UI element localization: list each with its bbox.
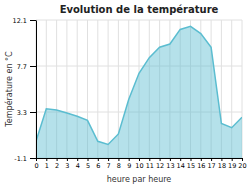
tick-mark — [149, 158, 150, 161]
tick-mark — [201, 158, 202, 161]
tick-mark — [30, 112, 36, 113]
tick: 3 — [65, 158, 69, 170]
tick-mark — [160, 158, 161, 161]
title: Evolution de la température — [60, 4, 219, 15]
tick-mark — [242, 158, 243, 161]
tick: 7.7 — [17, 63, 36, 71]
x-axis: 01234567891011121314151617181920 — [34, 158, 246, 170]
tick: 15 — [187, 158, 195, 170]
tick-label: 3.3 — [17, 109, 27, 117]
tick-label: 11 — [146, 162, 154, 170]
chart: 01234567891011121314151617181920-1.13.37… — [0, 0, 250, 188]
tick-label: -1.1 — [14, 155, 27, 163]
tick-label: 2 — [55, 162, 59, 170]
area — [36, 26, 242, 158]
tick: 7 — [107, 158, 111, 170]
tick-label: 7.7 — [17, 63, 27, 71]
tick-label: 0 — [34, 162, 38, 170]
tick-label: 6 — [96, 162, 100, 170]
tick-mark — [139, 158, 140, 161]
grid-line — [36, 20, 37, 158]
tick: 3.3 — [17, 109, 36, 117]
grid-line — [108, 20, 109, 158]
tick-label: 17 — [207, 162, 215, 170]
x-axis-title: heure par heure — [107, 175, 172, 184]
tick-label: 13 — [166, 162, 174, 170]
grid-line — [97, 20, 98, 158]
tick-mark — [118, 158, 119, 161]
tick-mark — [57, 158, 58, 161]
tick-label: 18 — [218, 162, 226, 170]
tick-mark — [221, 158, 222, 161]
tick: 14 — [177, 158, 185, 170]
tick-mark — [108, 158, 109, 161]
tick: 0 — [34, 158, 38, 170]
tick-mark — [67, 158, 68, 161]
tick-mark — [129, 158, 130, 161]
tick-label: 4 — [76, 162, 80, 170]
tick-mark — [191, 158, 192, 161]
tick-mark — [211, 158, 212, 161]
axis-line — [36, 21, 37, 159]
tick-label: 20 — [238, 162, 246, 170]
tick-mark — [30, 158, 36, 159]
tick: 20 — [238, 158, 246, 170]
tick-mark — [180, 158, 181, 161]
tick: 11 — [146, 158, 154, 170]
tick: 12 — [156, 158, 164, 170]
tick-label: 9 — [127, 162, 131, 170]
tick-label: 15 — [187, 162, 195, 170]
tick-label: 19 — [228, 162, 236, 170]
tick: 4 — [76, 158, 80, 170]
tick-label: 1 — [45, 162, 49, 170]
tick: 18 — [218, 158, 226, 170]
tick: 19 — [228, 158, 236, 170]
tick-label: 16 — [197, 162, 205, 170]
tick-label: 12.1 — [13, 17, 27, 25]
tick: 16 — [197, 158, 205, 170]
tick-label: 3 — [65, 162, 69, 170]
tick: 1 — [45, 158, 49, 170]
tick-mark — [46, 158, 47, 161]
tick: -1.1 — [14, 155, 36, 163]
tick-mark — [98, 158, 99, 161]
tick: 10 — [135, 158, 143, 170]
line — [36, 26, 242, 144]
marks — [36, 26, 242, 158]
tick-label: 14 — [177, 162, 185, 170]
tick: 9 — [127, 158, 131, 170]
tick: 6 — [96, 158, 100, 170]
tick: 2 — [55, 158, 59, 170]
tick: 8 — [117, 158, 121, 170]
y-axis-title: Température en °C — [4, 51, 14, 128]
tick: 12.1 — [13, 17, 36, 25]
tick: 13 — [166, 158, 174, 170]
tick-mark — [30, 66, 36, 67]
tick-label: 10 — [135, 162, 143, 170]
plot: 01234567891011121314151617181920-1.13.37… — [13, 17, 247, 170]
tick-label: 7 — [107, 162, 111, 170]
tick-label: 5 — [86, 162, 90, 170]
tick-mark — [77, 158, 78, 161]
tick: 5 — [86, 158, 90, 170]
tick-mark — [88, 158, 89, 161]
tick-mark — [170, 158, 171, 161]
tick: 17 — [207, 158, 215, 170]
y-axis: -1.1 3.3 7.7 12.1 — [13, 17, 37, 163]
tick-label: 8 — [117, 162, 121, 170]
tick-mark — [30, 20, 36, 21]
tick-label: 12 — [156, 162, 164, 170]
tick-mark — [232, 158, 233, 161]
grid — [36, 20, 242, 158]
